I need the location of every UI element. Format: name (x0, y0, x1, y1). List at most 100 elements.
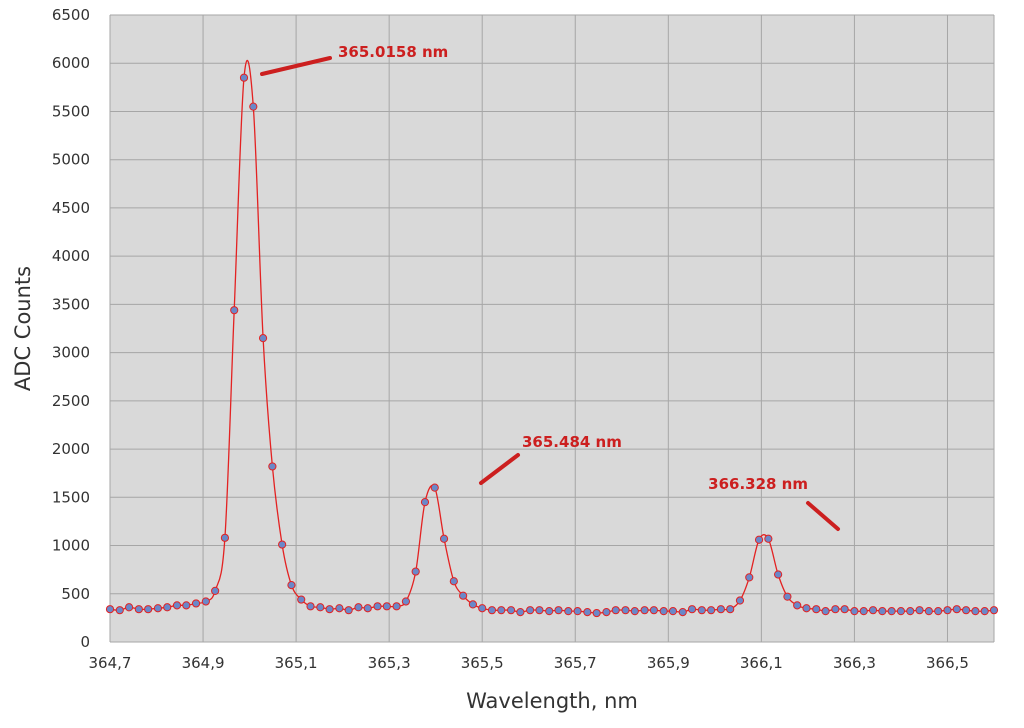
data-point (316, 603, 325, 612)
data-point (735, 596, 745, 605)
data-point (354, 603, 363, 612)
peak-label: 366.328 nm (708, 475, 808, 493)
data-point (554, 606, 563, 615)
y-tick-label: 6000 (52, 54, 90, 72)
y-axis-ticks: 0 500 1000 1500 2000 2500 3000 3500 4000 4500 5000… (52, 6, 90, 651)
data-point (649, 606, 658, 615)
data-point (124, 603, 134, 612)
y-tick-label: 4000 (52, 247, 90, 265)
data-point (754, 535, 764, 544)
data-point (659, 607, 668, 616)
data-point (363, 604, 372, 613)
data-point (887, 607, 896, 616)
data-point (564, 607, 573, 616)
data-point (278, 540, 287, 549)
data-point (420, 498, 430, 507)
data-point (774, 570, 783, 579)
data-point (325, 605, 334, 614)
data-point (497, 606, 506, 615)
data-point (344, 606, 353, 615)
data-point (716, 605, 725, 614)
data-point (934, 607, 943, 616)
x-tick-label: 364,7 (89, 654, 132, 672)
x-tick-label: 365,9 (647, 654, 690, 672)
data-point (943, 606, 952, 615)
data-point (859, 607, 868, 616)
x-tick-label: 366,5 (926, 654, 969, 672)
y-tick-label: 4500 (52, 199, 90, 217)
data-point (793, 601, 802, 610)
x-tick-label: 366,3 (833, 654, 876, 672)
data-point (602, 607, 611, 617)
data-point (831, 605, 840, 614)
data-point (802, 604, 811, 613)
data-points (105, 73, 999, 618)
data-point (487, 606, 497, 615)
y-tick-label: 500 (61, 585, 90, 603)
data-point (583, 607, 592, 617)
data-point (535, 606, 544, 615)
data-point (745, 573, 754, 582)
data-point (430, 483, 439, 492)
data-point (726, 605, 735, 614)
data-point (611, 606, 620, 615)
y-tick-label: 1500 (52, 488, 90, 506)
data-point (258, 334, 268, 343)
data-point (961, 606, 971, 615)
data-point (105, 605, 115, 614)
data-point (335, 604, 344, 613)
data-point (211, 586, 220, 595)
annotation-leader-line (260, 56, 332, 76)
y-tick-label: 5000 (52, 151, 90, 169)
data-point (306, 602, 315, 611)
y-tick-label: 3500 (52, 295, 90, 313)
data-point (687, 605, 697, 614)
data-point (182, 601, 191, 610)
data-point (573, 607, 582, 616)
data-point (468, 600, 478, 609)
gridlines (109, 14, 995, 643)
data-point (287, 580, 296, 590)
data-point (840, 605, 849, 614)
data-point (924, 607, 933, 616)
annotation-leader-line (479, 453, 520, 485)
data-point (249, 102, 258, 111)
annotation-leader-line (806, 501, 840, 531)
peak-annotations: 365.0158 nm 365.484 nm 366.328 nm (260, 43, 840, 531)
y-tick-label: 1000 (52, 537, 90, 555)
y-tick-label: 3000 (52, 344, 90, 362)
data-point (401, 597, 411, 606)
data-point (201, 597, 210, 606)
data-point (952, 605, 961, 614)
data-point (239, 73, 249, 82)
data-point (191, 599, 201, 608)
y-tick-label: 5500 (52, 102, 90, 120)
x-tick-label: 366,1 (740, 654, 783, 672)
data-point (878, 607, 887, 616)
data-point (526, 606, 535, 615)
data-point (707, 606, 716, 615)
data-point (392, 602, 401, 611)
data-point (545, 607, 554, 616)
plot-area (110, 15, 994, 642)
data-point (621, 606, 630, 615)
data-point (668, 607, 678, 616)
data-point (144, 605, 153, 614)
peak-label: 365.0158 nm (338, 43, 448, 61)
x-tick-label: 365,3 (368, 654, 411, 672)
data-point (373, 602, 382, 611)
data-point (640, 606, 649, 615)
data-point (678, 607, 687, 617)
data-point (592, 608, 601, 618)
data-point (906, 607, 915, 616)
data-point (764, 534, 773, 543)
data-point (915, 606, 924, 615)
data-point (478, 604, 487, 613)
data-point (268, 462, 277, 471)
data-point (459, 591, 468, 600)
y-tick-label: 2500 (52, 392, 90, 410)
data-point (230, 306, 239, 315)
data-point (896, 607, 906, 616)
data-point (989, 606, 999, 615)
